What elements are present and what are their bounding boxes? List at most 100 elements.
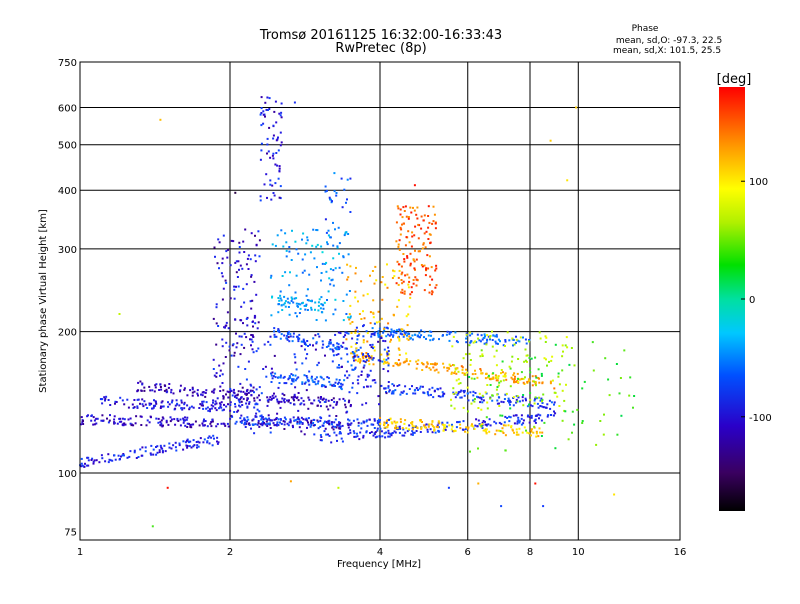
data-point — [280, 111, 283, 114]
data-point — [305, 303, 308, 306]
data-point — [262, 420, 264, 423]
data-point — [441, 334, 444, 337]
data-point — [338, 242, 341, 245]
data-point — [319, 397, 322, 400]
data-point — [176, 402, 179, 405]
data-point — [238, 401, 241, 404]
data-point — [469, 334, 472, 337]
data-point — [261, 416, 264, 419]
data-point — [262, 113, 265, 116]
data-point — [153, 399, 155, 402]
data-point — [136, 406, 139, 409]
chart-title: Tromsø 20161125 16:32:00-16:33:43 — [259, 28, 502, 43]
data-point — [364, 360, 367, 363]
data-point — [328, 341, 331, 343]
data-point — [340, 366, 343, 368]
data-point — [273, 354, 276, 357]
data-point — [420, 227, 423, 230]
data-point — [423, 330, 426, 333]
data-point — [312, 344, 314, 347]
data-point — [80, 416, 83, 419]
data-point — [480, 425, 483, 428]
data-point — [423, 289, 426, 292]
data-point — [279, 337, 282, 340]
data-point — [101, 414, 104, 417]
data-point — [481, 421, 484, 424]
data-point — [536, 402, 539, 405]
data-point — [551, 379, 554, 382]
data-point — [324, 185, 327, 188]
data-point — [480, 396, 483, 399]
data-point — [378, 320, 381, 323]
data-point — [305, 294, 308, 297]
data-point — [262, 122, 265, 125]
data-point — [306, 376, 309, 379]
data-point — [383, 329, 386, 332]
data-point — [278, 299, 281, 302]
data-point — [389, 417, 392, 420]
data-point — [155, 383, 158, 386]
data-point — [280, 299, 283, 302]
data-point — [509, 367, 512, 370]
data-point — [349, 322, 352, 325]
data-point — [284, 271, 287, 274]
data-point — [486, 384, 489, 386]
data-point — [502, 344, 505, 347]
data-point — [293, 419, 296, 422]
data-point — [383, 423, 386, 426]
data-point — [306, 288, 309, 291]
data-point — [270, 398, 273, 401]
data-point — [407, 217, 410, 220]
data-point — [324, 190, 327, 193]
data-point — [327, 229, 330, 232]
data-point — [409, 262, 412, 265]
data-point — [212, 405, 215, 408]
data-point — [462, 390, 465, 392]
data-point — [382, 368, 385, 370]
data-point — [450, 331, 453, 334]
data-point — [521, 399, 524, 402]
y-tick-label: 600 — [58, 104, 77, 115]
data-point — [305, 357, 308, 360]
data-point — [221, 275, 224, 278]
data-point — [274, 244, 277, 247]
data-point — [371, 343, 374, 346]
data-point — [498, 405, 501, 407]
data-point — [308, 370, 311, 373]
data-point — [238, 335, 241, 338]
data-point — [322, 397, 325, 400]
data-point — [426, 428, 429, 431]
data-point — [276, 424, 279, 426]
data-point — [533, 402, 536, 405]
data-point — [265, 173, 268, 176]
data-point — [505, 392, 508, 395]
data-point — [183, 387, 186, 390]
data-point — [367, 359, 370, 362]
data-point — [526, 354, 529, 357]
data-point — [386, 419, 389, 421]
data-point — [327, 420, 330, 423]
data-point — [444, 426, 447, 429]
data-point — [116, 422, 119, 425]
data-point — [345, 201, 347, 204]
data-point — [350, 332, 353, 334]
data-point — [257, 422, 260, 424]
data-point — [375, 321, 378, 324]
data-point — [161, 416, 164, 419]
data-point — [400, 279, 403, 281]
data-point — [202, 420, 205, 423]
data-point — [348, 391, 351, 394]
data-point — [368, 356, 371, 359]
data-point — [335, 415, 338, 417]
data-point — [215, 375, 218, 378]
data-point — [501, 371, 504, 374]
data-point — [295, 248, 298, 251]
data-point — [544, 335, 547, 338]
data-point — [461, 366, 464, 369]
data-point — [317, 420, 320, 423]
data-point — [276, 412, 279, 415]
data-point — [455, 372, 458, 375]
data-point — [108, 419, 111, 422]
data-point — [80, 465, 83, 468]
data-point — [373, 418, 376, 421]
